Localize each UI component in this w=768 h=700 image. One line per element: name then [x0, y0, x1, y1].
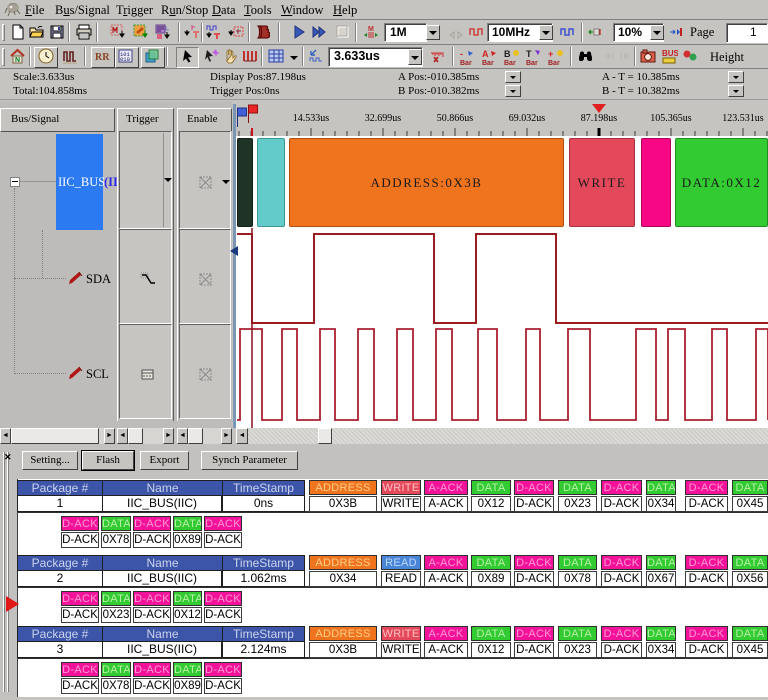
svg-text:N: N: [15, 57, 20, 64]
svg-text:010: 010: [120, 56, 130, 63]
svg-text:Bar: Bar: [482, 60, 494, 67]
svg-text:Bar: Bar: [460, 60, 472, 67]
svg-text:BUS: BUS: [662, 49, 678, 58]
svg-text:T: T: [526, 49, 532, 59]
svg-text:M: M: [368, 26, 374, 33]
svg-text:101: 101: [120, 51, 131, 58]
svg-text:Bar: Bar: [526, 60, 538, 67]
svg-text:Bar: Bar: [548, 60, 560, 67]
svg-text:+: +: [548, 49, 553, 59]
svg-text:B: B: [504, 49, 511, 59]
svg-text:Bar: Bar: [504, 60, 516, 67]
svg-text:-: -: [460, 49, 463, 59]
svg-text:A: A: [482, 49, 489, 59]
svg-text:RR: RR: [95, 52, 110, 63]
